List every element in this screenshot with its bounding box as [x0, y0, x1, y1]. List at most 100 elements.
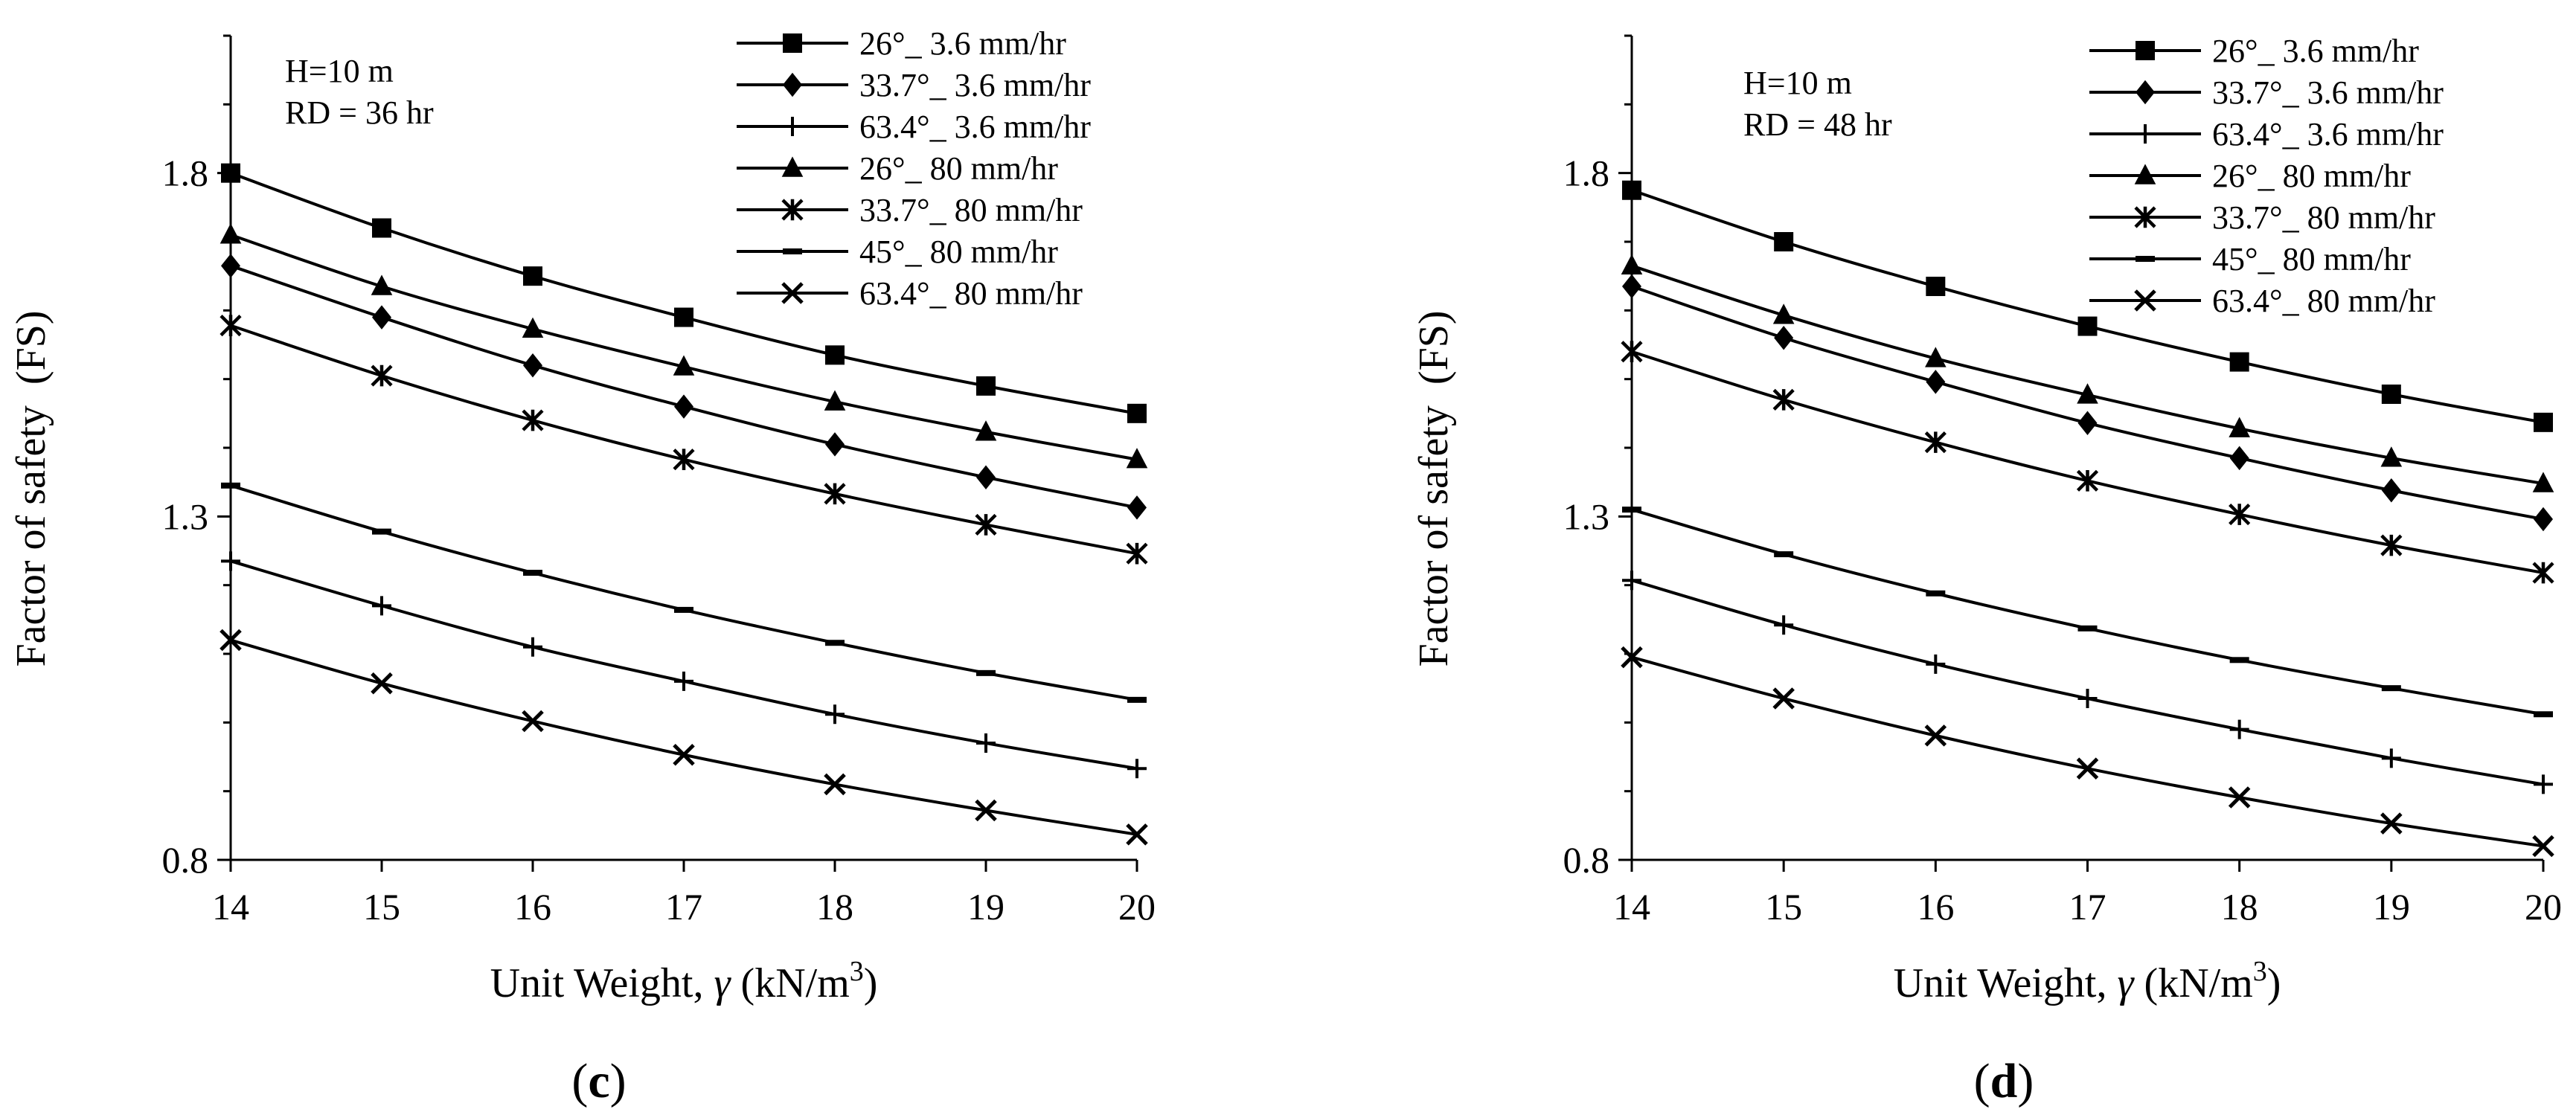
- series-33-7-3-6-mm-hr: [221, 254, 1147, 520]
- data-point: [1622, 571, 1641, 591]
- legend-entry: 33.7°_ 80 mm/hr: [2089, 199, 2435, 236]
- data-point: [825, 640, 845, 646]
- x-axis-label-symbol: γ: [714, 960, 731, 1006]
- data-point: [221, 163, 240, 183]
- legend-marker: [2134, 289, 2156, 312]
- data-point: [1926, 277, 1946, 297]
- data-point: [674, 394, 693, 419]
- x-axis-label-unit: (kN/m: [731, 960, 850, 1006]
- data-point: [1621, 254, 1643, 275]
- data-point: [975, 513, 997, 536]
- annotation-text: RD = 36 hr: [285, 94, 434, 131]
- data-point: [2229, 417, 2250, 437]
- data-point: [523, 353, 542, 378]
- data-point: [673, 449, 695, 471]
- data-point: [976, 376, 996, 396]
- x-tick-label: 17: [665, 886, 702, 928]
- data-point: [2381, 384, 2401, 404]
- panel-label-open: (: [1974, 1054, 1990, 1108]
- legend: 26°_ 3.6 mm/hr 33.7°_ 3.6 mm/hr 63.4°_ 3.6…: [737, 25, 1091, 312]
- legend-label: 33.7°_ 3.6 mm/hr: [859, 67, 1091, 103]
- series-26-3-6-mm-hr: [1622, 180, 2553, 432]
- data-point: [1772, 388, 1795, 411]
- data-point: [2229, 503, 2251, 526]
- data-point: [221, 551, 240, 571]
- legend-label: 33.7°_ 3.6 mm/hr: [2212, 74, 2444, 111]
- data-point: [975, 420, 997, 441]
- data-point: [2077, 316, 2098, 336]
- data-point: [2381, 685, 2401, 692]
- data-point: [1772, 687, 1795, 710]
- legend-label: 45°_ 80 mm/hr: [2212, 241, 2411, 277]
- data-point: [1772, 303, 1795, 324]
- series-33-7-3-6-mm-hr: [1622, 274, 2553, 532]
- data-point: [1127, 759, 1147, 779]
- legend-label: 63.4°_ 3.6 mm/hr: [2212, 116, 2444, 152]
- data-point: [522, 409, 544, 431]
- data-point: [2077, 411, 2098, 436]
- y-axis-label: Factor of safety (FS): [8, 310, 54, 666]
- series-line: [1631, 508, 2544, 716]
- data-point: [2532, 835, 2554, 858]
- data-point: [673, 743, 695, 766]
- x-tick-label: 19: [967, 886, 1005, 928]
- x-tick-label: 15: [1765, 886, 1802, 928]
- data-point: [1126, 542, 1148, 565]
- series-63-4-3-6-mm-hr: [1622, 571, 2553, 794]
- x-axis-label-text: Unit Weight,: [1894, 960, 2118, 1006]
- data-point: [976, 465, 996, 489]
- data-point: [1774, 551, 1794, 558]
- data-point: [1924, 431, 1947, 454]
- data-point: [673, 355, 695, 376]
- panel-label-close: ): [610, 1054, 627, 1108]
- legend-marker: [2136, 124, 2155, 144]
- series-26-80-mm-hr: [1621, 254, 2554, 492]
- data-point: [2381, 478, 2401, 503]
- data-point: [2228, 786, 2251, 809]
- legend-entry: 26°_ 3.6 mm/hr: [2089, 33, 2419, 69]
- legend-entry: 26°_ 80 mm/hr: [2089, 158, 2411, 194]
- legend-marker: [2136, 256, 2155, 262]
- y-tick-label: 0.8: [1563, 839, 1610, 881]
- data-point: [1126, 823, 1148, 846]
- data-point: [1621, 646, 1643, 669]
- panel-label-close: ): [2017, 1054, 2034, 1108]
- series-26-80-mm-hr: [220, 223, 1148, 469]
- x-axis-label-superscript: 3: [2253, 956, 2267, 987]
- x-axis-label-unit: (kN/m: [2134, 960, 2253, 1006]
- x-axis-label: Unit Weight, γ (kN/m3): [1894, 956, 2281, 1006]
- legend-marker: [783, 33, 802, 53]
- data-point: [1621, 341, 1643, 363]
- legend-label: 63.4°_ 3.6 mm/hr: [859, 109, 1091, 145]
- data-point: [522, 710, 544, 733]
- legend-marker: [783, 72, 802, 97]
- data-point: [221, 254, 240, 278]
- legend-label: 26°_ 3.6 mm/hr: [2212, 33, 2419, 69]
- data-point: [220, 315, 242, 337]
- x-tick-label: 15: [363, 886, 400, 928]
- legend-label: 26°_ 80 mm/hr: [2212, 158, 2411, 194]
- data-point: [1774, 615, 1794, 635]
- data-point: [372, 596, 391, 616]
- data-point: [2534, 774, 2553, 794]
- legend-entry: 26°_ 80 mm/hr: [737, 150, 1058, 187]
- data-point: [2077, 625, 2098, 632]
- data-point: [372, 305, 391, 330]
- series-63-4-80-mm-hr: [1621, 646, 2554, 858]
- data-point: [1774, 326, 1794, 350]
- series-33-7-80-mm-hr: [220, 315, 1148, 565]
- series-63-4-3-6-mm-hr: [221, 551, 1147, 779]
- legend-label: 26°_ 80 mm/hr: [859, 150, 1058, 187]
- legend-marker: [2134, 164, 2156, 184]
- data-point: [523, 570, 542, 576]
- data-point: [2229, 719, 2249, 739]
- panel-label-letter: c: [588, 1054, 609, 1108]
- y-tick-label: 1.8: [162, 152, 209, 194]
- data-point: [1926, 370, 1946, 394]
- annotation-text: RD = 48 hr: [1743, 106, 1892, 143]
- data-point: [2381, 748, 2401, 768]
- data-point: [220, 629, 242, 652]
- series-26-3-6-mm-hr: [221, 163, 1147, 423]
- data-point: [674, 671, 693, 691]
- data-point: [825, 345, 845, 365]
